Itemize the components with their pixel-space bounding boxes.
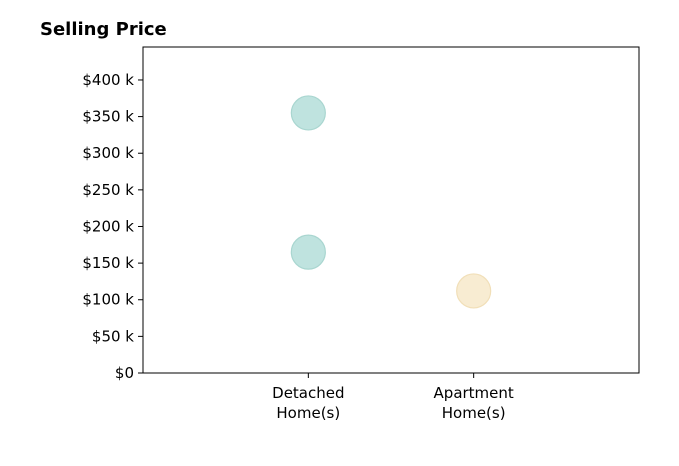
y-tick-label: $0 [115,364,134,382]
x-tick-label: Detached [272,384,344,402]
y-tick-label: $350 k [82,108,134,126]
x-tick-label: Apartment [434,384,514,402]
data-point [290,234,326,270]
y-axis: $0 $50 k $100 k $150 k $200 k $250 k $300 k $35… [82,71,143,382]
y-tick-label: $50 k [92,327,134,345]
y-tick-label: $150 k [82,254,134,272]
y-tick-label: $300 k [82,144,134,162]
x-tick-label: Home(s) [442,404,506,422]
chart-title: Selling Price [40,19,167,40]
plot-area-frame [142,46,640,374]
x-tick-label: Home(s) [276,404,340,422]
y-tick-label: $100 k [82,291,134,309]
y-tick-label: $200 k [82,217,134,235]
x-axis: Detached Home(s) Apartment Home(s) [272,373,514,422]
data-point [456,273,492,309]
y-tick-label: $400 k [82,71,134,89]
y-tick-label: $250 k [82,181,134,199]
data-points [290,95,492,309]
data-point [290,95,326,131]
